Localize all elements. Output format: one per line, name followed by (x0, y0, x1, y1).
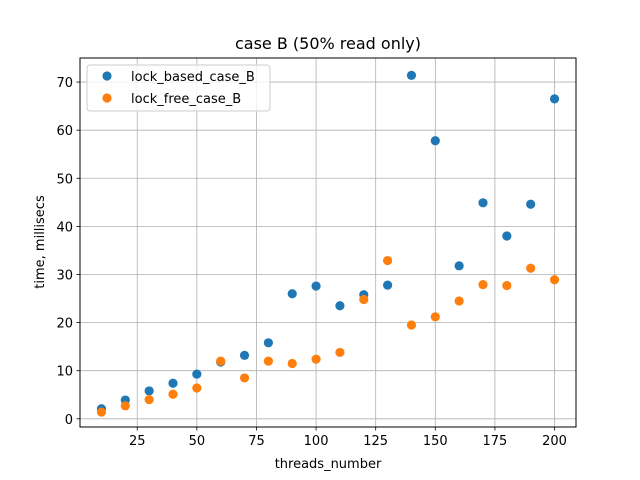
legend-marker-lock-based (102, 71, 112, 81)
data-point-lock-free (406, 320, 417, 330)
y-tick-label: 60 (56, 124, 73, 139)
axis-ticks: 25 50 75 100 125 150 175 200 0 10 20 30 40 50 60 70 (56, 76, 566, 449)
data-point-lock-based (478, 198, 488, 208)
x-tick-label: 200 (542, 434, 567, 449)
data-point-lock-based (430, 136, 440, 146)
x-tick-label: 175 (483, 434, 508, 449)
data-point-lock-free (216, 356, 226, 366)
data-point-lock-free (430, 312, 440, 322)
data-point-lock-based (263, 338, 273, 348)
data-point-lock-based (502, 231, 512, 241)
data-point-lock-free (96, 407, 107, 417)
y-tick-label: 10 (56, 365, 73, 380)
data-point-lock-based (406, 70, 417, 80)
plot-area-frame (79, 57, 577, 428)
data-point-lock-based (192, 369, 202, 379)
data-point-lock-free (168, 389, 178, 399)
x-tick-label: 150 (423, 434, 448, 449)
data-point-lock-free (192, 383, 202, 393)
x-tick-label: 75 (248, 434, 265, 449)
data-point-lock-based (526, 199, 536, 209)
y-tick-label: 30 (56, 268, 73, 283)
chart-title: case B (50% read only) (235, 34, 421, 53)
x-tick-label: 25 (129, 434, 146, 449)
y-tick-label: 20 (56, 317, 73, 332)
data-point-lock-free (239, 373, 250, 383)
data-point-lock-based (549, 94, 560, 104)
data-point-lock-free (526, 263, 536, 273)
data-point-lock-based (287, 289, 297, 299)
data-point-lock-free (454, 296, 464, 306)
data-point-lock-free (383, 255, 393, 266)
legend-box (86, 64, 271, 112)
data-point-lock-based (311, 281, 321, 291)
y-tick-label: 70 (56, 76, 73, 91)
x-tick-label: 50 (189, 434, 206, 449)
data-point-lock-based (144, 386, 154, 396)
data-point-lock-free (359, 294, 369, 305)
x-axis-label: threads_number (275, 457, 382, 472)
data-point-lock-based (239, 350, 250, 360)
data-point-lock-free (263, 356, 273, 366)
data-point-lock-free (311, 354, 321, 364)
data-point-lock-based (168, 378, 178, 388)
legend-label-lock-based: lock_based_case_B (131, 70, 255, 85)
data-point-lock-free (120, 401, 130, 411)
data-point-lock-free (549, 275, 560, 285)
y-tick-label: 0 (65, 413, 73, 428)
x-tick-label: 100 (304, 434, 329, 449)
legend-label-lock-free: lock_free_case_B (131, 92, 241, 107)
data-point-lock-free (144, 394, 154, 405)
y-tick-label: 40 (56, 220, 73, 235)
data-points (96, 70, 560, 417)
data-point-lock-based (454, 261, 464, 271)
data-point-lock-free (478, 279, 488, 290)
legend-marker-lock-free (102, 93, 112, 103)
data-point-lock-free (502, 280, 512, 291)
grid-lines (80, 58, 576, 427)
data-point-lock-based (383, 280, 393, 290)
y-tick-label: 50 (56, 172, 73, 187)
data-point-lock-based (335, 301, 345, 311)
legend: lock_based_case_B lock_free_case_B (86, 64, 271, 112)
x-tick-label: 125 (363, 434, 388, 449)
data-point-lock-free (287, 358, 297, 369)
y-axis-label: time, millisecs (33, 195, 48, 289)
data-point-lock-free (335, 347, 345, 358)
